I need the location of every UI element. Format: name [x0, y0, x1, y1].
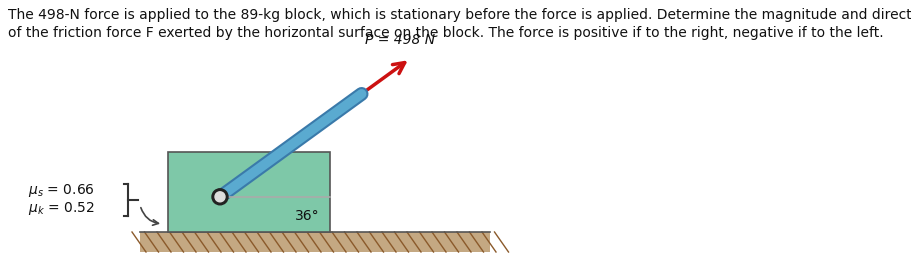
Bar — [140, 232, 489, 252]
Text: The 498-N force is applied to the 89-kg block, which is stationary before the fo: The 498-N force is applied to the 89-kg … — [8, 8, 911, 22]
Bar — [168, 152, 330, 232]
Text: $\mu_s$ = 0.66: $\mu_s$ = 0.66 — [28, 182, 95, 199]
Circle shape — [211, 189, 228, 205]
Text: 36°: 36° — [294, 209, 319, 223]
Text: $\mu_k$ = 0.52: $\mu_k$ = 0.52 — [28, 200, 95, 217]
Text: P = 498 N: P = 498 N — [364, 33, 435, 47]
Text: of the friction force F exerted by the horizontal surface on the block. The forc: of the friction force F exerted by the h… — [8, 26, 883, 40]
Circle shape — [215, 192, 225, 202]
